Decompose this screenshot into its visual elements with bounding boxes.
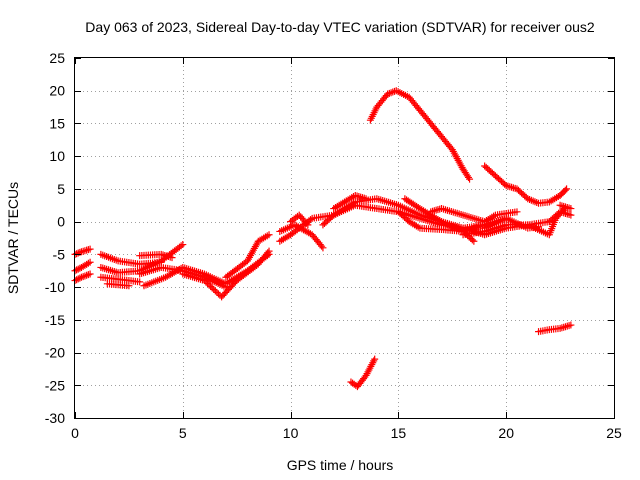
data-point [362, 195, 370, 203]
data-point [81, 272, 89, 280]
data-point [125, 282, 133, 290]
series-trace-18 [330, 191, 370, 213]
y-tick-label: -25 [45, 377, 65, 393]
data-point [136, 278, 144, 286]
x-tick-label: 0 [71, 425, 79, 441]
y-tick-label: -30 [45, 410, 65, 426]
y-tick-label: 0 [57, 214, 65, 230]
series-trace-23 [481, 214, 543, 232]
data-point [208, 284, 216, 292]
series-trace-8 [136, 250, 176, 262]
data-point [371, 355, 379, 363]
data-point [264, 249, 272, 257]
data-point [213, 288, 221, 296]
series-trace-29 [347, 355, 379, 391]
data-point [84, 271, 92, 279]
data-point [567, 211, 575, 219]
x-tick-label: 20 [498, 425, 514, 441]
plot-frame [74, 57, 615, 419]
y-tick-label: 15 [49, 115, 65, 131]
data-point [74, 275, 82, 283]
y-tick-label: 5 [57, 181, 65, 197]
data-point [205, 281, 213, 289]
data-point [168, 254, 176, 262]
data-point [83, 271, 91, 279]
data-point [84, 259, 92, 267]
data-point [203, 280, 211, 288]
data-point [86, 270, 94, 278]
x-tick-label: 25 [606, 425, 622, 441]
data-point [265, 247, 273, 255]
data-point [86, 245, 94, 253]
data-point [74, 249, 82, 257]
y-tick-label: 25 [49, 50, 65, 66]
data-point [202, 278, 210, 286]
axis-ticks: 0 5 10 15 20 25 -30 -25 -20 -15 -10 -5 0 5 10 15 20 25 [45, 50, 622, 441]
data-point [535, 223, 543, 231]
data-point [74, 265, 82, 273]
series-trace-25 [556, 201, 575, 213]
data-point [302, 219, 310, 227]
series-trace-16 [276, 221, 327, 252]
data-point [385, 89, 393, 97]
y-axis-label: SDTVAR / TECUs [5, 182, 21, 294]
data-point [466, 175, 474, 183]
data-point [513, 208, 521, 216]
series-trace-24 [545, 208, 575, 226]
series-trace-13 [233, 247, 273, 285]
series-trace-12 [222, 231, 273, 281]
data-point [567, 321, 575, 329]
x-tick-label: 5 [179, 425, 187, 441]
y-tick-label: -5 [53, 246, 66, 262]
data-point [307, 216, 315, 224]
series-trace-11 [179, 270, 241, 301]
data-point [561, 186, 569, 194]
series-trace-28 [535, 321, 575, 336]
data-point [304, 221, 312, 229]
data-point [318, 242, 326, 250]
data-point [207, 282, 215, 290]
y-tick-label: -15 [45, 312, 65, 328]
data-point [387, 89, 395, 97]
data-point [214, 290, 222, 298]
data-point [79, 273, 87, 281]
y-tick-label: -10 [45, 279, 65, 295]
series-trace-6 [97, 273, 144, 286]
x-tick-label: 10 [283, 425, 299, 441]
data-point [265, 231, 273, 239]
y-tick-label: 10 [49, 148, 65, 164]
series-trace-15 [287, 211, 312, 229]
data-point [470, 237, 478, 245]
data-point [319, 244, 327, 252]
y-tick-label: -20 [45, 345, 65, 361]
data-point [384, 90, 392, 98]
data-point [563, 185, 571, 193]
data-point [86, 258, 94, 266]
data-layer [71, 87, 575, 391]
series-trace-27 [481, 162, 571, 207]
data-point [210, 285, 218, 293]
data-point [76, 274, 84, 282]
data-point [200, 277, 208, 285]
data-point [177, 242, 185, 250]
y-tick-label: 20 [49, 83, 65, 99]
data-point [77, 273, 85, 281]
data-point [179, 241, 187, 249]
data-point [211, 287, 219, 295]
data-point [567, 205, 575, 213]
series-trace-21 [427, 205, 521, 226]
x-tick-label: 15 [391, 425, 407, 441]
grid-lines [75, 58, 614, 418]
series-trace-26 [366, 87, 474, 183]
chart-title: Day 063 of 2023, Sidereal Day-to-day VTE… [85, 19, 595, 35]
series-trace-7 [103, 280, 133, 290]
data-point [468, 236, 476, 244]
data-point [464, 173, 472, 181]
x-axis-label: GPS time / hours [287, 457, 394, 473]
